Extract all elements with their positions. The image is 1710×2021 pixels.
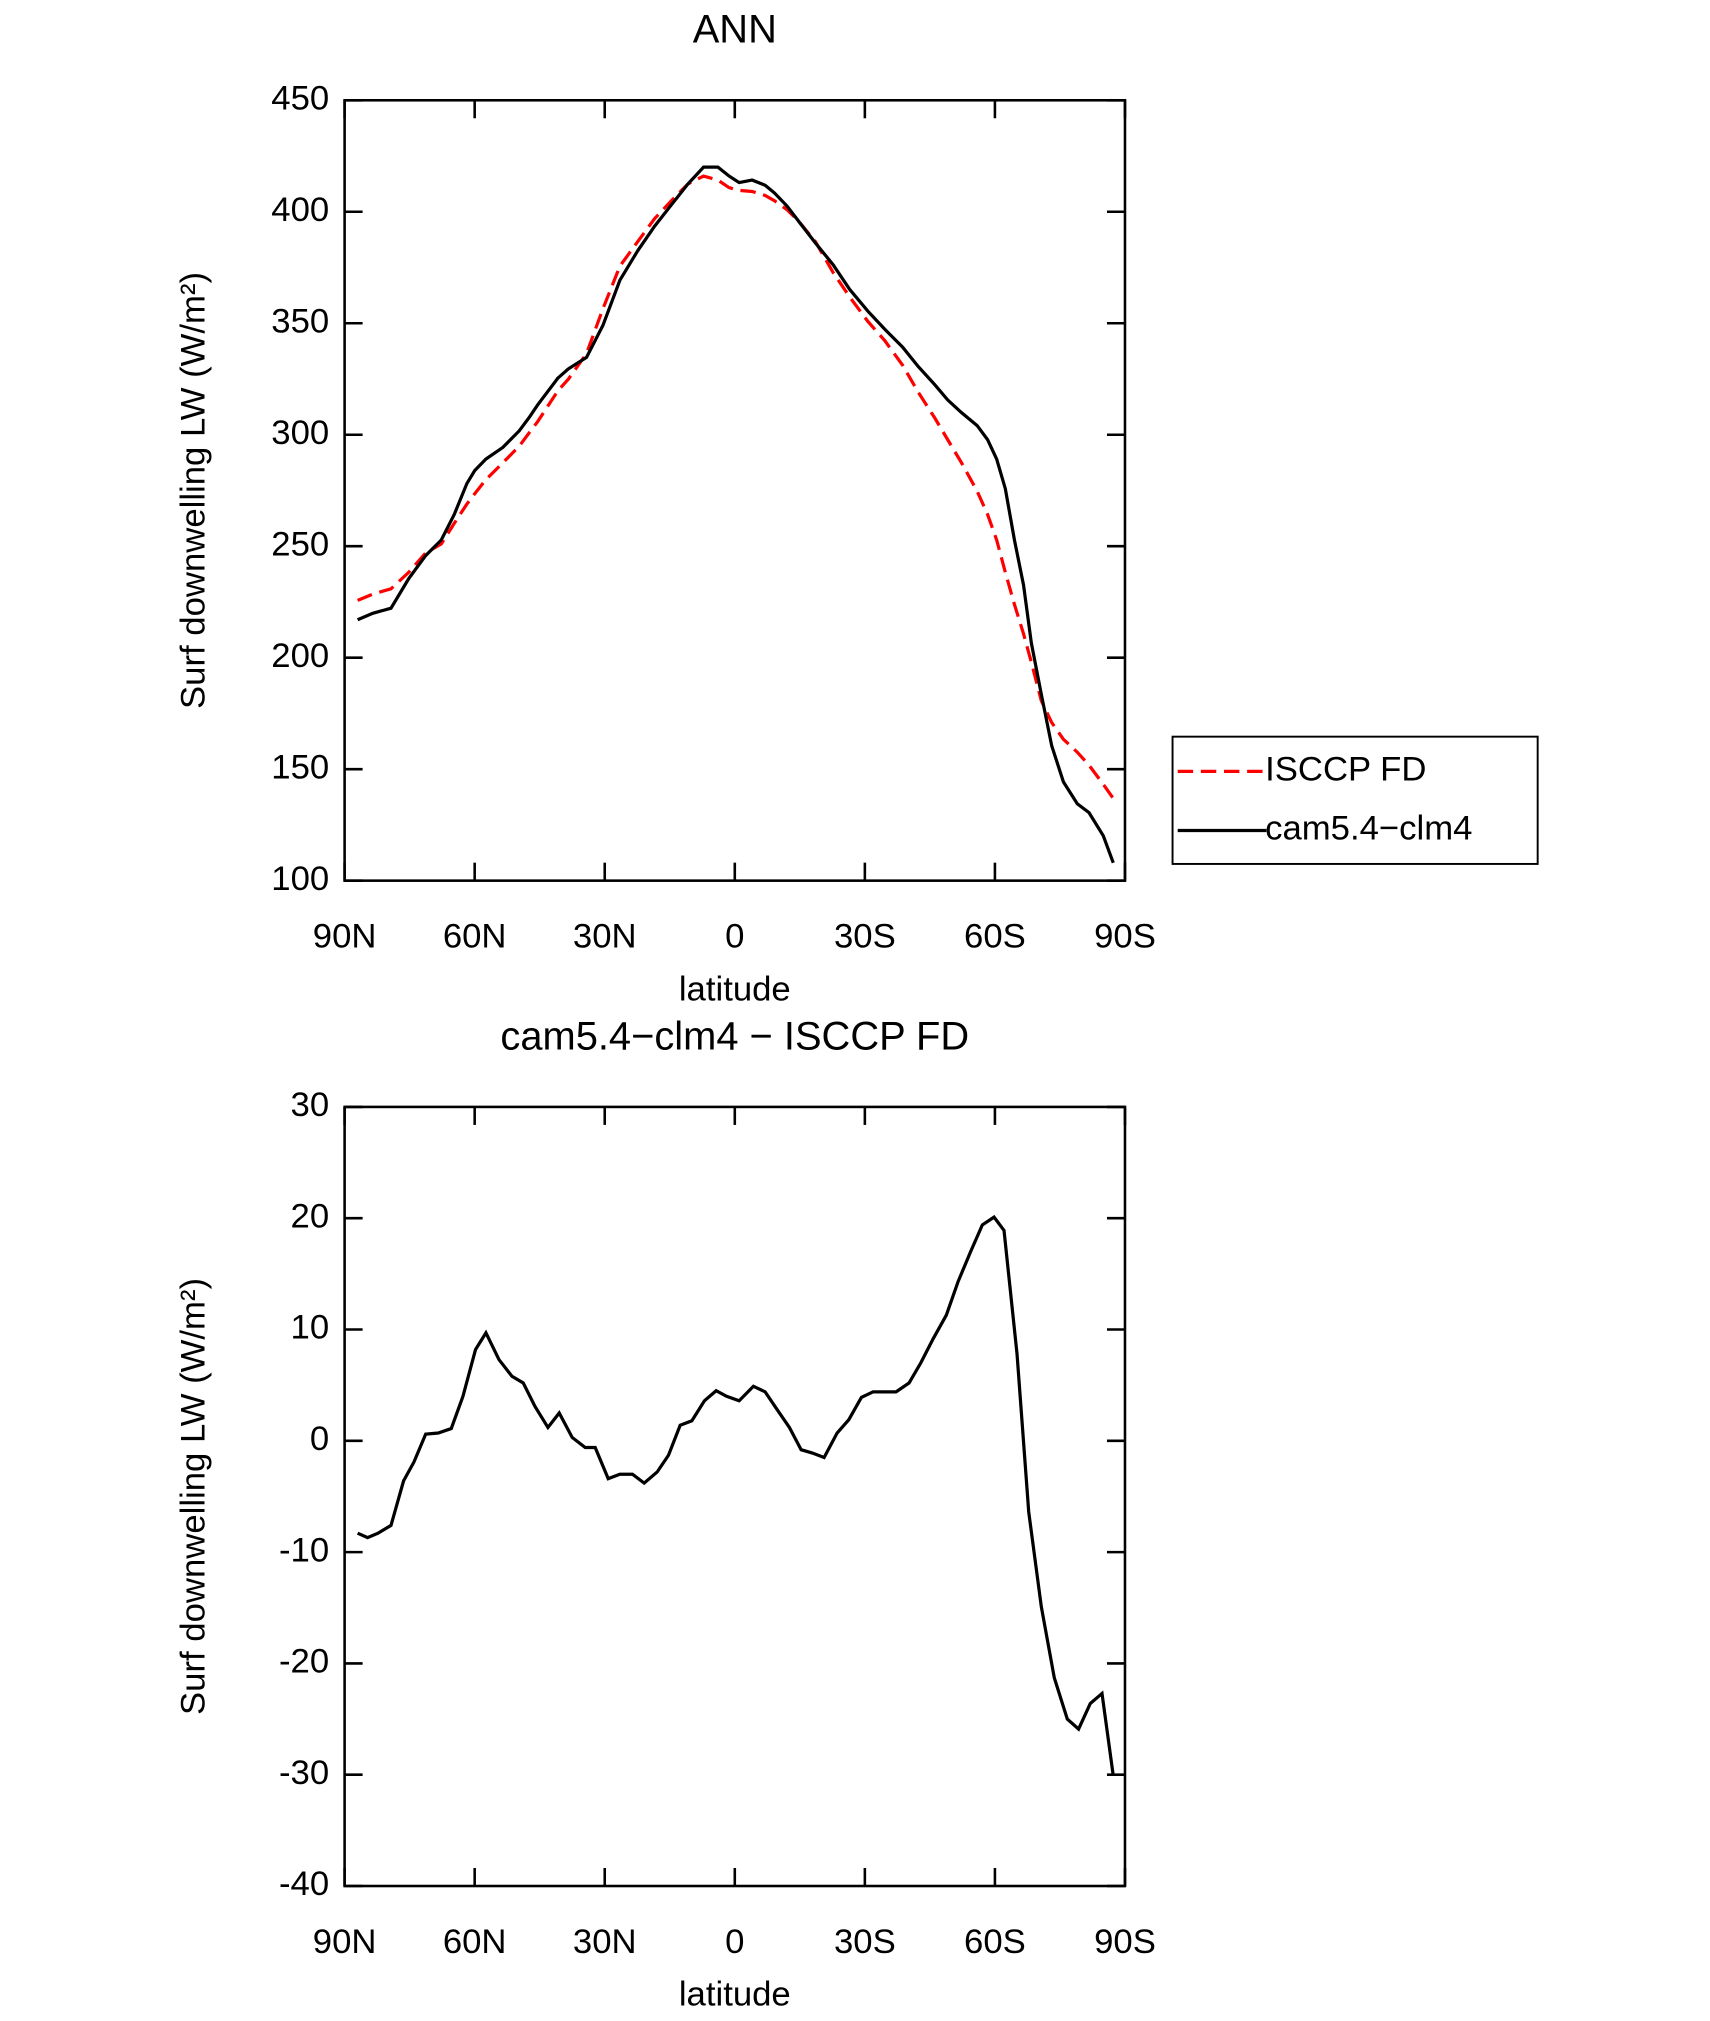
y-tick-label: -40 [279,1865,329,1903]
x-tick-label: 90S [1094,918,1156,956]
data-line [356,1214,1115,1777]
y-tick-label: 450 [271,79,329,117]
x-tick-label: 60N [443,918,507,956]
x-tick-label: 30S [834,1923,896,1961]
x-tick-label: 0 [725,1923,744,1961]
data-line [356,165,1115,864]
y-tick-label: 30 [291,1086,330,1124]
legend-box [1171,735,1539,865]
y-tick-label: 100 [271,860,329,898]
plot-frame [343,1105,1127,1888]
y-tick-label: -10 [279,1531,329,1569]
chart-title: cam5.4−clm4 − ISCCP FD [500,1014,969,1058]
x-tick-label: 0 [725,918,744,956]
x-tick-label: 30N [573,1923,637,1961]
y-axis-label: Surf downwelling LW (W/m²) [175,1278,213,1715]
data-line [357,174,1115,800]
y-tick-label: 400 [271,191,329,229]
y-tick-label: 350 [271,302,329,340]
x-tick-label: 30S [834,918,896,956]
y-tick-label: 20 [291,1197,330,1235]
y-tick-label: 10 [291,1309,330,1347]
y-axis-label: Surf downwelling LW (W/m²) [175,272,213,709]
y-tick-label: -30 [279,1754,329,1792]
y-tick-label: 250 [271,525,329,563]
x-tick-label: 60S [964,918,1026,956]
y-tick-label: 300 [271,414,329,452]
x-axis-label: latitude [679,1976,791,2014]
legend-label: ISCCP FD [1265,751,1426,789]
x-tick-label: 30N [573,918,637,956]
x-tick-label: 90S [1094,1923,1156,1961]
y-tick-label: 200 [271,637,329,675]
y-tick-label: 0 [310,1420,329,1458]
legend-label: cam5.4−clm4 [1265,810,1472,848]
x-tick-label: 60S [964,1923,1026,1961]
x-tick-label: 60N [443,1923,507,1961]
chart-title: ANN [693,8,777,52]
x-tick-label: 90N [313,1923,377,1961]
plot-frame [343,98,1127,882]
x-axis-label: latitude [679,970,791,1008]
x-tick-label: 90N [313,918,377,956]
y-tick-label: -20 [279,1643,329,1681]
y-tick-label: 150 [271,748,329,786]
